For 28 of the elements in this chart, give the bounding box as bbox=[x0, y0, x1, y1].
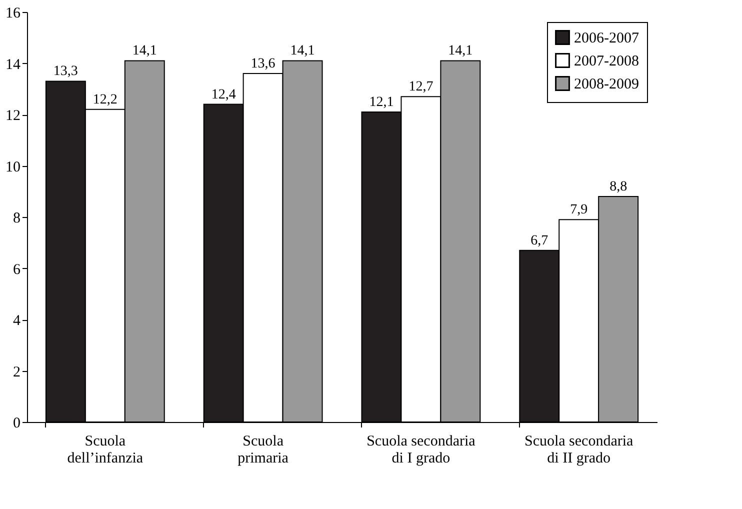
y-tick-label: 12 bbox=[6, 108, 20, 124]
legend-label: 2008-2009 bbox=[574, 76, 639, 92]
legend-label: 2006-2007 bbox=[574, 30, 640, 46]
x-tick-label: Scuola secondaria di I grado bbox=[366, 434, 476, 466]
y-tick-label: 6 bbox=[13, 262, 21, 278]
data-label: 13,6 bbox=[250, 56, 276, 72]
y-tick-label: 16 bbox=[6, 6, 21, 22]
x-tick-label: Scuola primaria bbox=[238, 434, 289, 466]
data-label: 6,7 bbox=[530, 233, 548, 248]
data-label: 7,9 bbox=[570, 202, 588, 218]
data-label: 12,7 bbox=[408, 80, 434, 95]
y-tick-label: 0 bbox=[13, 416, 20, 432]
data-label: 12,1 bbox=[369, 94, 394, 110]
y-tick-label: 4 bbox=[13, 313, 21, 329]
data-label: 13,3 bbox=[53, 64, 78, 80]
x-tick-label: Scuola secondaria di II grado bbox=[524, 434, 634, 466]
data-label: 12,4 bbox=[211, 87, 236, 102]
y-tick-label: 2 bbox=[13, 364, 20, 380]
y-tick-label: 8 bbox=[13, 210, 20, 226]
x-tick-label: Scuola dell’infanzia bbox=[67, 434, 144, 466]
y-tick-label: 10 bbox=[6, 159, 20, 176]
data-label: 14,1 bbox=[448, 44, 473, 59]
data-label: 14,1 bbox=[290, 44, 315, 59]
data-label: 8,8 bbox=[610, 180, 628, 194]
y-tick-label: 14 bbox=[6, 56, 21, 73]
data-label: 12,2 bbox=[92, 92, 118, 108]
legend-label: 2007-2008 bbox=[574, 54, 639, 70]
data-label: 14,1 bbox=[132, 44, 157, 59]
